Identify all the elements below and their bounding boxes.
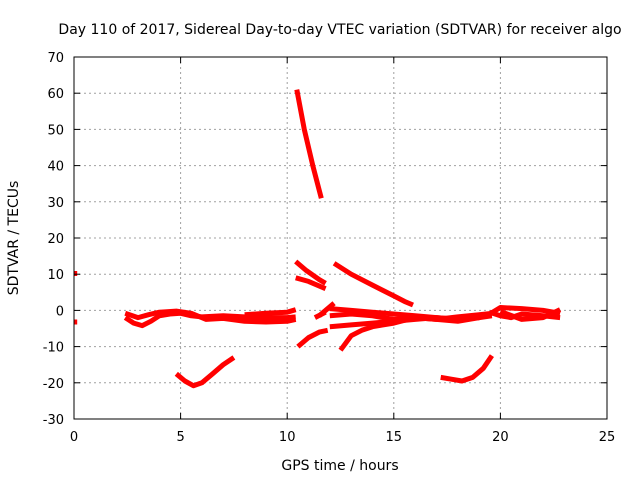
- series-fan-d: [329, 306, 480, 322]
- y-axis-ticks: -30 -20 -10 0 10 20 30 40 50 60 70: [43, 51, 607, 428]
- series-descend-from-13: [332, 261, 414, 308]
- y-tick-label: 50: [47, 123, 64, 138]
- series-dip-right: [440, 354, 494, 384]
- series-main-band-b: [124, 308, 297, 325]
- series-upper-short-a: [294, 259, 327, 286]
- series-main-band-c: [244, 307, 297, 318]
- y-tick-label: 30: [47, 196, 64, 211]
- x-tick-label: 5: [176, 430, 184, 445]
- y-tick-label: 40: [47, 160, 64, 175]
- data-series: [74, 89, 562, 389]
- x-tick-label: 15: [386, 430, 403, 445]
- series-dip-left: [174, 355, 236, 389]
- y-tick-label: 0: [56, 304, 64, 319]
- x-axis-label: GPS time / hours: [281, 458, 398, 474]
- y-tick-label: 70: [47, 51, 64, 66]
- y-tick-label: 60: [47, 87, 64, 102]
- x-axis-ticks: 0 5 10 15 20 25: [70, 57, 615, 445]
- y-tick-label: -20: [43, 377, 64, 392]
- series-rise-from-minus10: [296, 327, 329, 349]
- series-right-band-a: [488, 305, 561, 317]
- series-small-rise-b: [313, 309, 327, 320]
- x-tick-label: 0: [70, 430, 78, 445]
- x-tick-label: 10: [279, 430, 296, 445]
- series-right-band-c: [499, 307, 562, 322]
- series-upper-short-b: [295, 275, 327, 291]
- y-tick-label: -30: [43, 413, 64, 428]
- chart-title: Day 110 of 2017, Sidereal Day-to-day VTE…: [58, 22, 621, 38]
- y-tick-label: 10: [47, 268, 64, 283]
- y-tick-label: -10: [43, 341, 64, 356]
- x-tick-label: 25: [599, 430, 616, 445]
- x-tick-label: 20: [492, 430, 509, 445]
- series-steep-descent: [294, 89, 324, 199]
- y-axis-label: SDTVAR / TECUs: [6, 181, 22, 296]
- grid-lines: [74, 57, 607, 419]
- y-tick-label: 20: [47, 232, 64, 247]
